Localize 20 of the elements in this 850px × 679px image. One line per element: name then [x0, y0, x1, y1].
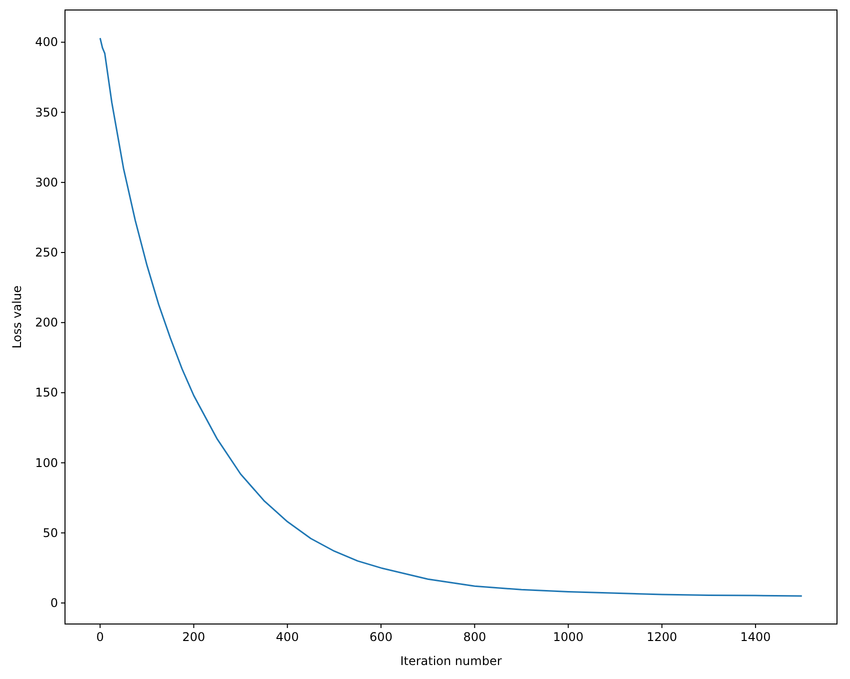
x-tick-label: 0: [96, 630, 104, 644]
x-tick-label: 800: [463, 630, 486, 644]
y-tick-label: 300: [35, 175, 58, 190]
x-tick-label: 1400: [740, 630, 771, 644]
x-tick-label: 600: [370, 630, 392, 644]
y-tick-label: 200: [35, 316, 58, 330]
y-tick-label: 250: [35, 246, 58, 260]
x-tick-label: 1200: [646, 630, 678, 644]
y-tick-label: 350: [35, 105, 58, 120]
x-tick-label: 1000: [553, 630, 584, 644]
x-axis-title: Iteration number: [400, 654, 502, 668]
y-tick-label: 100: [35, 456, 58, 470]
y-tick-label: 0: [50, 596, 58, 610]
x-tick-label: 200: [182, 630, 206, 644]
line-series: [99, 37, 803, 597]
y-tick-label: 50: [42, 526, 58, 540]
x-tick-label: 400: [276, 630, 299, 644]
y-tick-label: 150: [35, 386, 58, 400]
y-tick-label: 400: [35, 35, 58, 50]
y-axis-title: Loss value: [10, 286, 24, 348]
